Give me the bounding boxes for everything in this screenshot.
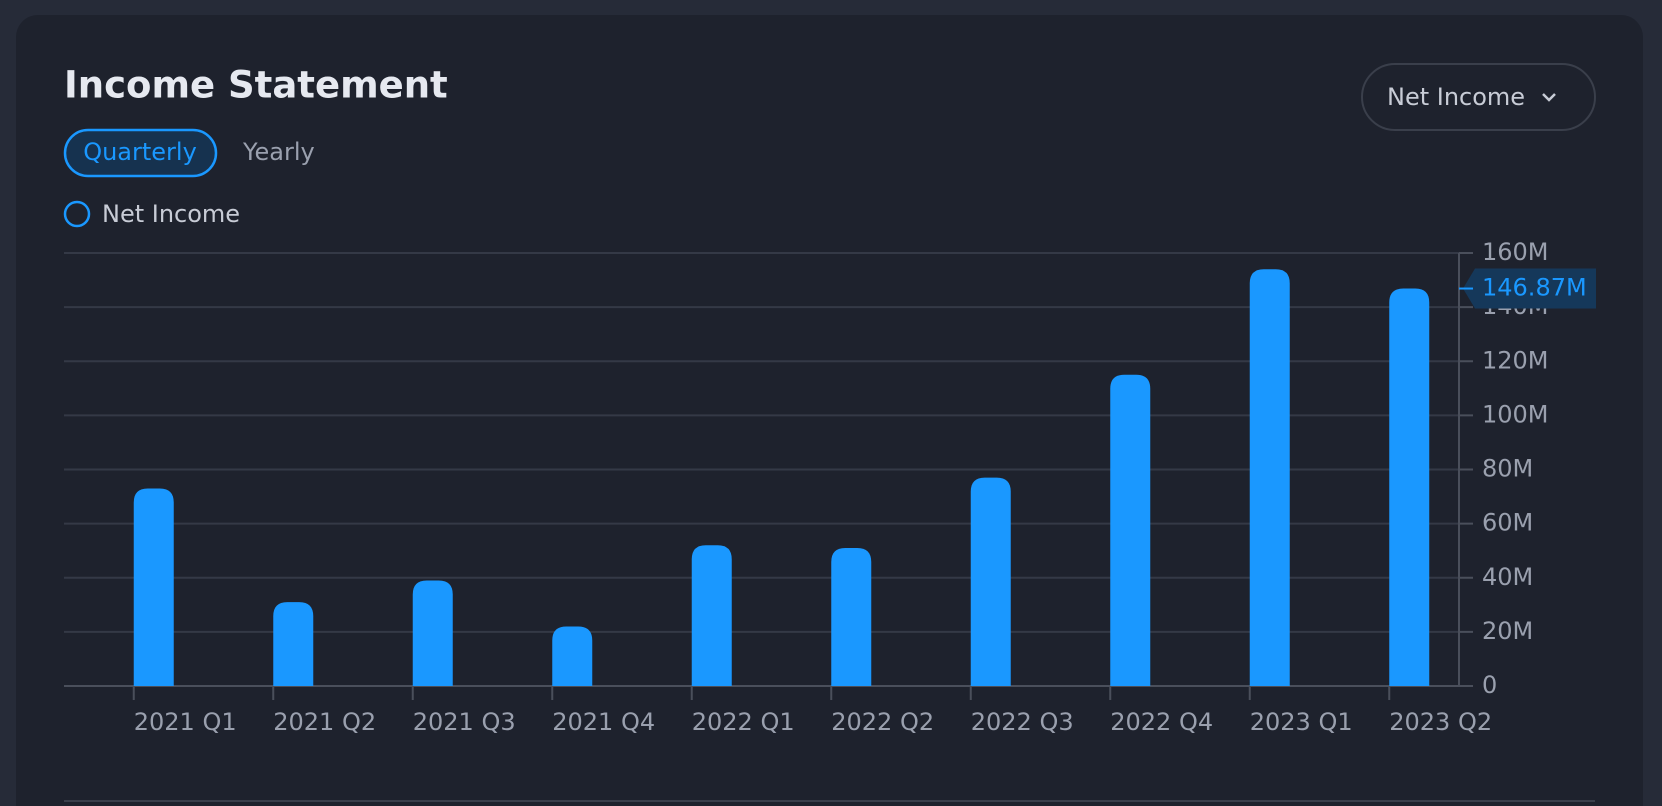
dropdown-chevron[interactable] (1542, 93, 1556, 102)
x-tick-label: 2021 Q4 (552, 708, 655, 736)
bar (970, 477, 1011, 686)
bar (552, 626, 593, 686)
x-tick-label: 2022 Q3 (971, 708, 1074, 736)
x-tick-label: 2023 Q2 (1389, 708, 1492, 736)
bar (1110, 374, 1151, 686)
bar (1389, 288, 1430, 686)
y-tick-label: 160M (1482, 238, 1549, 266)
bar (412, 580, 453, 686)
y-tick-label: 20M (1482, 617, 1533, 645)
bar (691, 545, 732, 686)
y-tick-label: 100M (1482, 400, 1549, 428)
legend-marker[interactable] (63, 200, 91, 228)
x-tick-label: 2021 Q2 (273, 708, 376, 736)
tab-quarterly[interactable]: Quarterly (83, 138, 197, 166)
bar (831, 547, 872, 686)
value-label-box (1463, 268, 1596, 309)
y-tick-label: 120M (1482, 346, 1549, 374)
tab-active[interactable] (63, 128, 218, 178)
value-label: 146.87M (1482, 274, 1587, 302)
x-tick-label: 2023 Q1 (1250, 708, 1353, 736)
y-tick-label: 80M (1482, 455, 1533, 483)
dropdown-label[interactable]: Net Income (1387, 83, 1525, 111)
y-tick-label: 0 (1482, 671, 1497, 699)
legend-label[interactable]: Net Income (102, 200, 240, 228)
y-tick-label: 60M (1482, 509, 1533, 537)
plot: 020M40M60M80M100M120M140M160M2021 Q12021… (64, 238, 1596, 736)
bar (273, 602, 314, 686)
chart-title: Income Statement (64, 64, 448, 107)
x-tick-label: 2021 Q3 (413, 708, 516, 736)
x-tick-label: 2022 Q4 (1110, 708, 1213, 736)
dropdown[interactable] (1361, 63, 1596, 131)
x-tick-label: 2022 Q1 (692, 708, 795, 736)
y-tick-label: 40M (1482, 563, 1533, 591)
x-tick-label: 2022 Q2 (831, 708, 934, 736)
x-tick-label: 2021 Q1 (134, 708, 237, 736)
bar (1249, 269, 1290, 686)
bar (133, 488, 174, 686)
tab-yearly[interactable]: Yearly (242, 138, 315, 166)
